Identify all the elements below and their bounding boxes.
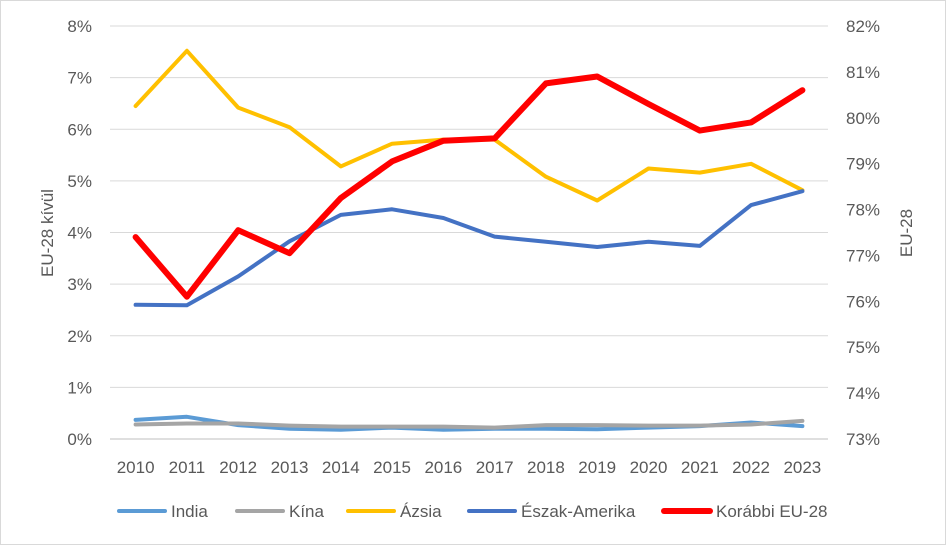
right-tick-label: 76% (846, 292, 880, 311)
x-tick-label: 2017 (476, 458, 514, 477)
left-tick-label: 4% (67, 224, 92, 243)
x-tick-label: 2013 (271, 458, 309, 477)
series-line-észak-amerika (133, 189, 805, 308)
right-axis-ticks: 73% 74% 75% 76% 77% 78% 79% 80% 81% 82% (846, 17, 880, 449)
series-line-kína (133, 418, 805, 430)
x-tick-label: 2012 (219, 458, 257, 477)
x-tick-label: 2018 (527, 458, 565, 477)
left-axis-ticks: 0% 1% 2% 3% 4% 5% 6% 7% 8% (67, 17, 92, 449)
left-tick-label: 3% (67, 275, 92, 294)
left-tick-label: 7% (67, 69, 92, 88)
left-tick-label: 6% (67, 120, 92, 139)
x-tick-label: 2019 (578, 458, 616, 477)
x-tick-label: 2023 (783, 458, 821, 477)
left-tick-label: 8% (67, 17, 92, 36)
x-tick-label: 2022 (732, 458, 770, 477)
left-tick-label: 2% (67, 327, 92, 346)
legend-label: Észak-Amerika (521, 502, 636, 521)
legend-label: India (171, 502, 208, 521)
right-tick-label: 82% (846, 17, 880, 36)
right-tick-label: 77% (846, 246, 880, 265)
right-tick-label: 78% (846, 201, 880, 220)
series-lines (132, 48, 806, 432)
left-tick-label: 1% (67, 378, 92, 397)
series-line-ázsia (133, 48, 805, 203)
right-tick-label: 80% (846, 109, 880, 128)
x-axis-ticks: 2010 2011 2012 2013 2014 2015 2016 2017 2018 2019… (117, 458, 822, 477)
gridlines (110, 25, 828, 440)
legend-label: Korábbi EU-28 (716, 502, 828, 521)
x-tick-label: 2021 (681, 458, 719, 477)
right-tick-label: 73% (846, 430, 880, 449)
x-tick-label: 2010 (117, 458, 155, 477)
x-tick-label: 2015 (373, 458, 411, 477)
x-tick-label: 2014 (322, 458, 360, 477)
x-tick-label: 2016 (424, 458, 462, 477)
right-tick-label: 79% (846, 155, 880, 174)
right-tick-label: 74% (846, 384, 880, 403)
left-tick-label: 5% (67, 172, 92, 191)
legend: India Kína Ázsia Észak-Amerika Korábbi EU-28 (117, 502, 828, 521)
series-line-korábbi-eu-28 (132, 73, 806, 300)
left-tick-label: 0% (67, 430, 92, 449)
right-tick-label: 81% (846, 63, 880, 82)
legend-label: Kína (289, 502, 325, 521)
x-tick-label: 2020 (630, 458, 668, 477)
right-tick-label: 75% (846, 338, 880, 357)
left-axis-title: EU-28 kívül (38, 189, 57, 277)
right-axis-title: EU-28 (897, 209, 916, 257)
legend-label: Ázsia (400, 502, 442, 521)
x-tick-label: 2011 (169, 458, 206, 477)
